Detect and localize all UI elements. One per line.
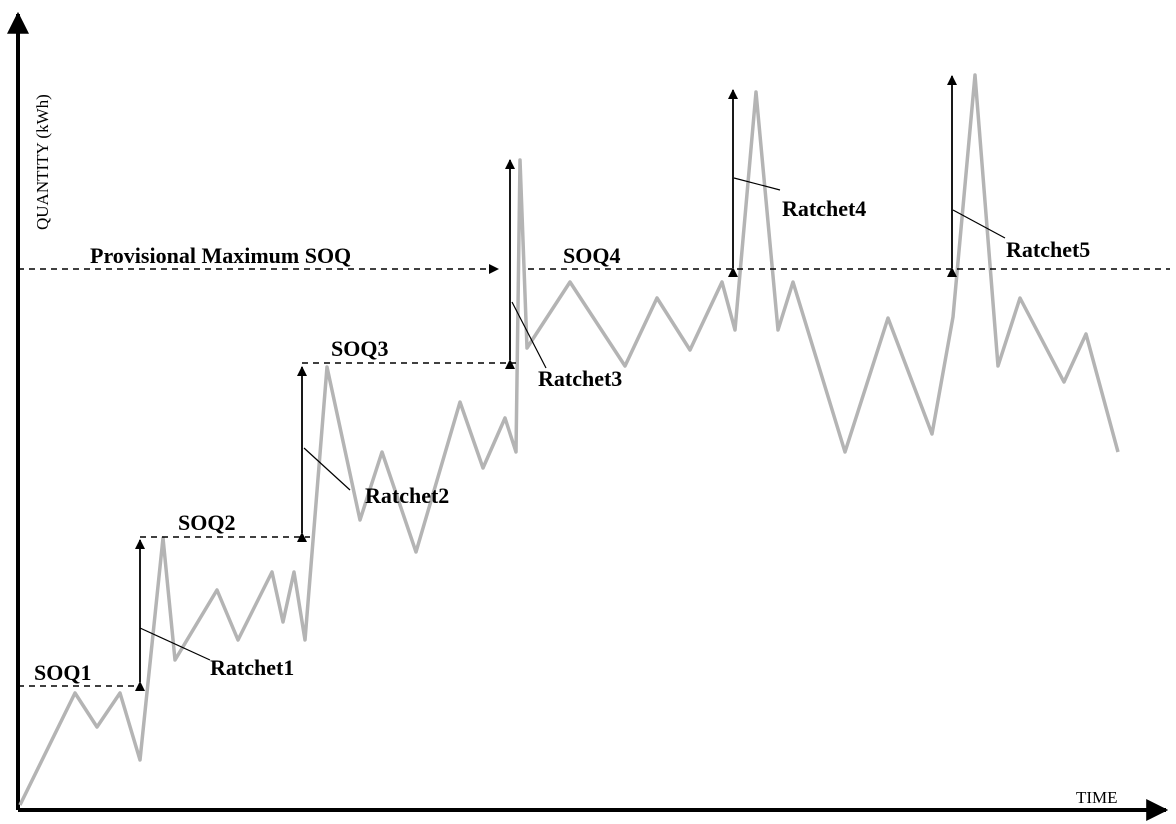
soq4-label: SOQ4 bbox=[563, 243, 620, 268]
ratchet3-leader bbox=[511, 301, 547, 369]
ratchet2-leader bbox=[303, 447, 351, 491]
soq3-label: SOQ3 bbox=[331, 336, 388, 361]
soq2-label: SOQ2 bbox=[178, 510, 235, 535]
provisional-max-label: Provisional Maximum SOQ bbox=[90, 243, 351, 268]
ratchet2-label: Ratchet2 bbox=[365, 483, 449, 508]
consumption-series-line bbox=[18, 73, 1120, 806]
ratchet1-leader bbox=[139, 627, 211, 661]
ratchet5-leader bbox=[952, 209, 1006, 239]
ratchet3-label: Ratchet3 bbox=[538, 366, 622, 391]
ratchet5-label: Ratchet5 bbox=[1006, 237, 1090, 262]
soq1-label: SOQ1 bbox=[34, 660, 91, 685]
ratchet4-leader bbox=[733, 177, 781, 191]
y-axis-label: QUANTITY (kWh) bbox=[33, 94, 52, 230]
x-axis-label: TIME bbox=[1076, 788, 1118, 807]
ratchet4-label: Ratchet4 bbox=[782, 196, 866, 221]
ratchet1-label: Ratchet1 bbox=[210, 655, 294, 680]
